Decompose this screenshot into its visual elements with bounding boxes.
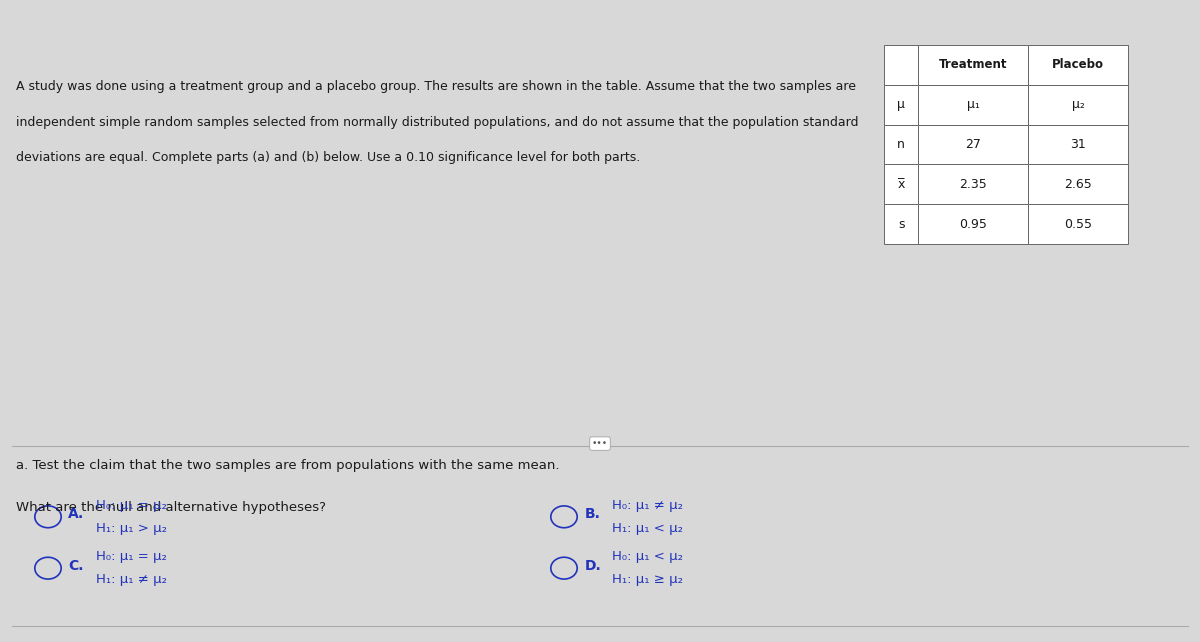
Text: •••: ••• — [592, 439, 608, 448]
Text: Treatment: Treatment — [938, 58, 1008, 71]
Text: H₁: μ₁ < μ₂: H₁: μ₁ < μ₂ — [612, 522, 683, 535]
Text: a. Test the claim that the two samples are from populations with the same mean.: a. Test the claim that the two samples a… — [16, 459, 559, 472]
Text: 27: 27 — [965, 138, 982, 151]
Text: μ₂: μ₂ — [1072, 98, 1085, 111]
Text: H₀: μ₁ = μ₂: H₀: μ₁ = μ₂ — [96, 550, 167, 563]
Text: 0.95: 0.95 — [959, 218, 988, 230]
Text: H₁: μ₁ ≠ μ₂: H₁: μ₁ ≠ μ₂ — [96, 573, 167, 586]
Text: 0.55: 0.55 — [1064, 218, 1092, 230]
Text: independent simple random samples selected from normally distributed populations: independent simple random samples select… — [16, 116, 858, 128]
Text: C.: C. — [68, 559, 84, 573]
Text: 31: 31 — [1070, 138, 1086, 151]
Text: H₁: μ₁ ≥ μ₂: H₁: μ₁ ≥ μ₂ — [612, 573, 683, 586]
Text: 2.65: 2.65 — [1064, 178, 1092, 191]
Text: H₁: μ₁ > μ₂: H₁: μ₁ > μ₂ — [96, 522, 167, 535]
Text: B.: B. — [584, 507, 600, 521]
Text: H₀: μ₁ = μ₂: H₀: μ₁ = μ₂ — [96, 499, 167, 512]
Text: 2.35: 2.35 — [959, 178, 988, 191]
Text: A.: A. — [68, 507, 85, 521]
Text: n: n — [898, 138, 905, 151]
Text: D.: D. — [584, 559, 601, 573]
Text: H₀: μ₁ ≠ μ₂: H₀: μ₁ ≠ μ₂ — [612, 499, 683, 512]
Text: s: s — [898, 218, 905, 230]
Text: x̅: x̅ — [898, 178, 905, 191]
Text: deviations are equal. Complete parts (a) and (b) below. Use a 0.10 significance : deviations are equal. Complete parts (a)… — [16, 151, 640, 164]
Text: Placebo: Placebo — [1052, 58, 1104, 71]
Text: A study was done using a treatment group and a placebo group. The results are sh: A study was done using a treatment group… — [16, 80, 856, 93]
Text: What are the null and alternative hypotheses?: What are the null and alternative hypoth… — [16, 501, 325, 514]
Text: μ: μ — [898, 98, 905, 111]
Text: H₀: μ₁ < μ₂: H₀: μ₁ < μ₂ — [612, 550, 683, 563]
Text: μ₁: μ₁ — [967, 98, 979, 111]
